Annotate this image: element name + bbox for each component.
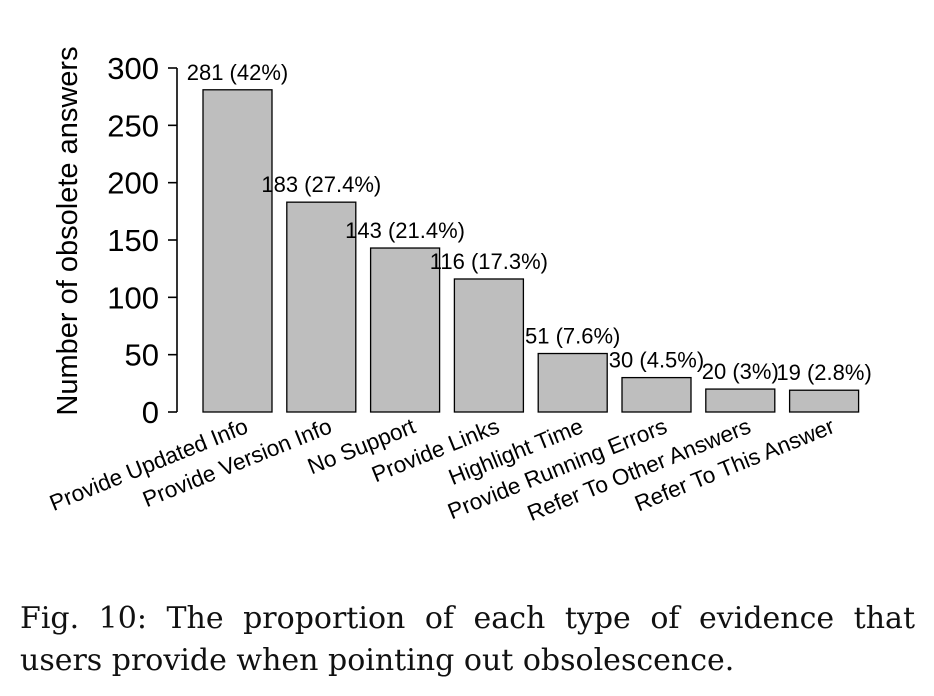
y-tick-label: 0 xyxy=(142,395,159,430)
data-label: 183 (27.4%) xyxy=(261,172,381,197)
y-tick-label: 200 xyxy=(107,166,159,201)
y-tick-label: 300 xyxy=(107,51,159,86)
figure-caption: Fig. 10: The proportion of each type of … xyxy=(20,601,915,678)
bar-chart: 0 50 100 150 200 250 300 Number of obsolete an… xyxy=(46,46,872,526)
bars xyxy=(202,89,860,413)
y-axis: 0 50 100 150 200 250 300 xyxy=(107,51,178,430)
bar xyxy=(705,388,776,413)
data-label: 143 (21.4%) xyxy=(345,218,465,243)
data-label: 281 (42%) xyxy=(187,60,289,85)
data-label: 116 (17.3%) xyxy=(430,249,548,274)
y-tick-label: 250 xyxy=(107,108,159,143)
y-tick-label: 100 xyxy=(107,280,159,315)
bar xyxy=(621,376,692,413)
y-tick-label: 50 xyxy=(125,338,159,373)
y-tick-label: 150 xyxy=(107,223,159,258)
y-axis-label: Number of obsolete answers xyxy=(52,46,84,415)
bar xyxy=(453,278,525,413)
data-label: 19 (2.8%) xyxy=(776,360,871,385)
bar xyxy=(788,389,860,413)
data-label: 51 (7.6%) xyxy=(525,324,620,349)
bar xyxy=(286,201,357,413)
bar xyxy=(369,247,441,413)
data-label: 30 (4.5%) xyxy=(609,348,704,373)
data-labels: 281 (42%) 183 (27.4%) 143 (21.4%) 116 (17.3… xyxy=(187,60,872,385)
data-label: 20 (3%) xyxy=(702,359,779,384)
bar xyxy=(202,89,273,413)
bar xyxy=(537,352,608,413)
